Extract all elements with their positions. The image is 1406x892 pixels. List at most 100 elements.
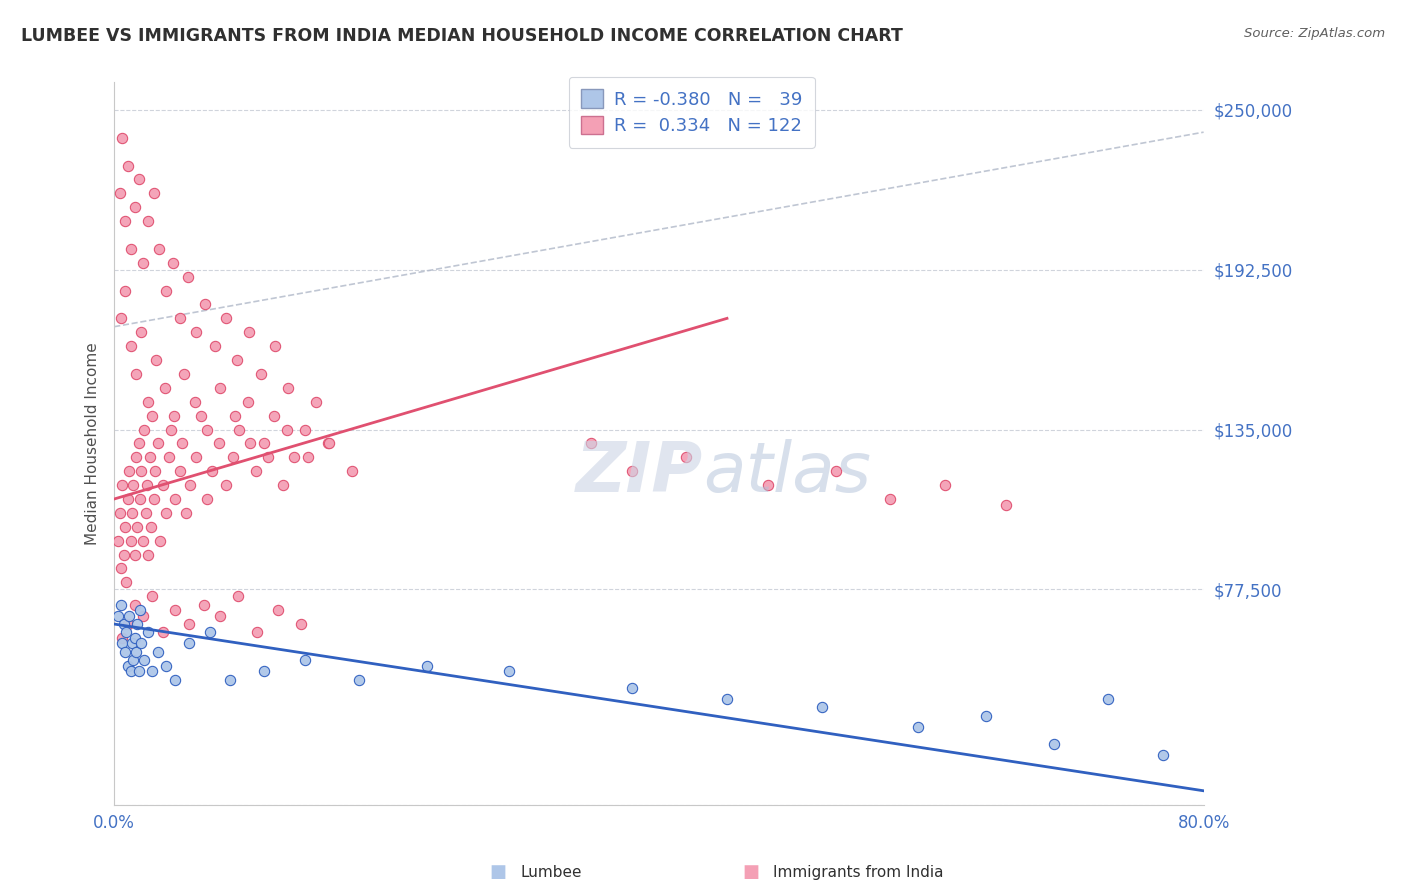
Point: [157, 450, 180, 465]
Point: [253, 665, 276, 679]
Point: [342, 464, 364, 478]
Point: [153, 381, 176, 395]
Point: [112, 548, 135, 562]
Point: [172, 436, 194, 450]
Point: [290, 617, 312, 632]
Point: [155, 506, 177, 520]
Point: [125, 645, 148, 659]
Point: [114, 520, 136, 534]
Point: [201, 464, 224, 478]
Point: [283, 450, 305, 465]
Point: [145, 353, 167, 368]
Point: [118, 608, 141, 623]
Point: [155, 658, 177, 673]
Point: [974, 708, 997, 723]
Point: [134, 423, 156, 437]
Point: [297, 450, 319, 465]
Point: [245, 464, 267, 478]
Point: [277, 381, 299, 395]
Point: [195, 491, 218, 506]
Point: [879, 491, 901, 506]
Point: [128, 665, 150, 679]
Text: Immigrants from India: Immigrants from India: [773, 865, 943, 880]
Point: [257, 450, 280, 465]
Point: [236, 394, 259, 409]
Point: [131, 464, 153, 478]
Point: [579, 436, 602, 450]
Point: [129, 603, 152, 617]
Point: [934, 478, 956, 492]
Point: [165, 491, 187, 506]
Point: [128, 436, 150, 450]
Point: [169, 311, 191, 326]
Point: [316, 436, 339, 450]
Point: [134, 506, 156, 520]
Point: [184, 325, 207, 339]
Point: [169, 464, 191, 478]
Point: [1043, 737, 1066, 751]
Text: Source: ZipAtlas.com: Source: ZipAtlas.com: [1244, 27, 1385, 40]
Point: [117, 658, 139, 673]
Point: [136, 625, 159, 640]
Point: [141, 589, 163, 603]
Point: [132, 608, 155, 623]
Point: [620, 464, 643, 478]
Text: ■: ■: [489, 863, 506, 881]
Point: [117, 491, 139, 506]
Point: [115, 575, 138, 590]
Point: [111, 636, 134, 650]
Point: [907, 720, 929, 734]
Point: [124, 548, 146, 562]
Point: [825, 464, 848, 478]
Point: [139, 520, 162, 534]
Point: [219, 673, 242, 687]
Point: [190, 409, 212, 423]
Text: Lumbee: Lumbee: [520, 865, 582, 880]
Point: [239, 436, 262, 450]
Point: [266, 603, 288, 617]
Point: [198, 625, 221, 640]
Point: [124, 631, 146, 645]
Point: [124, 200, 146, 214]
Point: [498, 665, 520, 679]
Point: [142, 186, 165, 201]
Point: [179, 478, 201, 492]
Point: [276, 423, 298, 437]
Point: [305, 394, 328, 409]
Point: [136, 548, 159, 562]
Point: [136, 394, 159, 409]
Text: ZIP: ZIP: [575, 439, 703, 507]
Point: [318, 436, 340, 450]
Text: ■: ■: [742, 863, 759, 881]
Point: [995, 498, 1018, 512]
Point: [110, 561, 132, 575]
Point: [246, 625, 269, 640]
Point: [120, 533, 142, 548]
Point: [215, 478, 238, 492]
Point: [114, 645, 136, 659]
Point: [114, 214, 136, 228]
Text: LUMBEE VS IMMIGRANTS FROM INDIA MEDIAN HOUSEHOLD INCOME CORRELATION CHART: LUMBEE VS IMMIGRANTS FROM INDIA MEDIAN H…: [21, 27, 903, 45]
Y-axis label: Median Household Income: Median Household Income: [86, 342, 100, 545]
Point: [811, 700, 834, 714]
Point: [132, 256, 155, 270]
Point: [131, 325, 153, 339]
Point: [177, 617, 200, 632]
Point: [215, 311, 238, 326]
Point: [165, 673, 187, 687]
Point: [152, 478, 174, 492]
Point: [155, 284, 177, 298]
Point: [271, 478, 294, 492]
Point: [620, 681, 643, 695]
Point: [107, 608, 129, 623]
Point: [756, 478, 779, 492]
Point: [125, 367, 148, 381]
Point: [117, 617, 139, 632]
Point: [108, 506, 131, 520]
Point: [127, 617, 149, 632]
Text: atlas: atlas: [703, 439, 870, 507]
Point: [228, 423, 250, 437]
Point: [264, 339, 287, 353]
Point: [250, 367, 273, 381]
Point: [128, 172, 150, 186]
